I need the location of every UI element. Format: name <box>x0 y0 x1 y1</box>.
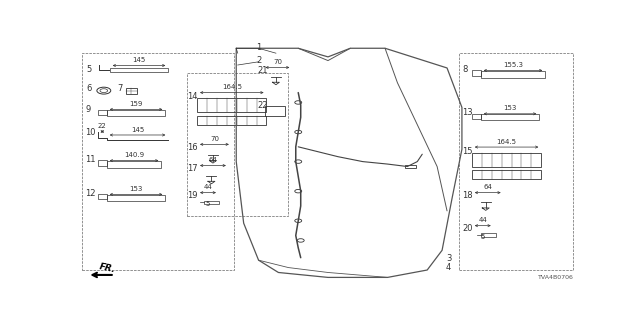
Bar <box>472 70 481 76</box>
Bar <box>110 68 168 72</box>
Text: 20: 20 <box>462 224 472 233</box>
Bar <box>98 110 107 115</box>
Text: 2: 2 <box>256 56 261 65</box>
Text: 8: 8 <box>462 65 467 75</box>
Bar <box>481 71 545 78</box>
Bar <box>481 114 540 120</box>
Bar <box>98 194 107 199</box>
Text: 5: 5 <box>206 201 210 207</box>
Text: 153: 153 <box>503 105 516 111</box>
Bar <box>264 106 285 116</box>
Text: 145: 145 <box>131 126 144 132</box>
Text: 11: 11 <box>85 155 95 164</box>
Text: 44: 44 <box>478 217 487 223</box>
Text: FR.: FR. <box>99 262 117 274</box>
Bar <box>197 98 266 112</box>
Text: 44: 44 <box>204 184 212 190</box>
Text: 5: 5 <box>86 65 92 74</box>
Bar <box>107 110 165 116</box>
Text: 16: 16 <box>187 143 197 152</box>
Bar <box>460 53 573 270</box>
Text: 164.5: 164.5 <box>497 139 516 145</box>
Bar <box>83 53 234 270</box>
Bar <box>472 171 541 179</box>
Bar <box>187 73 288 216</box>
Text: 1: 1 <box>256 43 261 52</box>
Text: 18: 18 <box>462 191 472 200</box>
Text: 155.3: 155.3 <box>503 62 523 68</box>
Text: 21: 21 <box>257 66 268 75</box>
Text: 4: 4 <box>446 262 451 272</box>
Text: 64: 64 <box>483 184 492 190</box>
Text: 3: 3 <box>446 254 451 263</box>
Text: 5: 5 <box>481 234 485 240</box>
Bar <box>204 201 219 204</box>
Bar <box>125 88 136 93</box>
Text: 22: 22 <box>257 101 268 110</box>
Bar <box>472 114 481 119</box>
Bar <box>98 160 107 166</box>
Text: 70: 70 <box>273 59 282 65</box>
Text: 22: 22 <box>98 123 107 129</box>
Text: 64: 64 <box>209 157 218 163</box>
Text: 12: 12 <box>85 189 95 198</box>
Text: 17: 17 <box>187 164 197 173</box>
Text: 19: 19 <box>187 191 197 200</box>
Text: 164.5: 164.5 <box>222 84 242 90</box>
Text: 70: 70 <box>210 136 219 142</box>
Text: 159: 159 <box>129 101 143 107</box>
Bar <box>472 153 541 167</box>
Text: TVA4B0706: TVA4B0706 <box>538 276 573 280</box>
Text: 10: 10 <box>85 128 95 137</box>
Text: 153: 153 <box>129 186 143 192</box>
Bar <box>481 233 495 236</box>
Text: 140.9: 140.9 <box>124 152 144 158</box>
Text: 7: 7 <box>117 84 123 93</box>
Bar <box>405 165 416 169</box>
Text: 145: 145 <box>132 57 146 63</box>
Bar <box>197 116 266 125</box>
Text: 9: 9 <box>86 105 92 114</box>
Text: 13: 13 <box>462 108 472 117</box>
Text: 15: 15 <box>462 147 472 156</box>
Bar <box>107 195 165 201</box>
Text: 6: 6 <box>86 84 92 93</box>
Text: 14: 14 <box>187 92 197 101</box>
Bar <box>107 161 161 167</box>
